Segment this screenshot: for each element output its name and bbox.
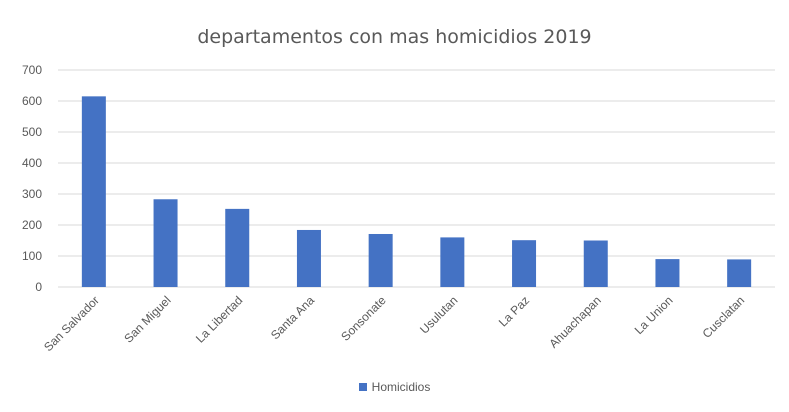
x-tick-label: La Union — [632, 293, 676, 337]
legend-label: Homicidios — [371, 380, 431, 394]
x-tick-label: Santa Ana — [268, 293, 317, 342]
x-tick-label: Ahuachapan — [546, 293, 604, 351]
x-tick-label: La Paz — [496, 293, 532, 329]
bar — [81, 96, 106, 287]
legend: Homicidios — [0, 380, 789, 394]
bar — [512, 240, 537, 287]
x-tick-label: La Libertad — [193, 293, 245, 345]
bar — [296, 229, 321, 287]
y-tick-label: 100 — [22, 249, 42, 263]
y-tick-label: 200 — [22, 218, 42, 232]
y-tick-label: 600 — [22, 94, 42, 108]
chart-title: departamentos con mas homicidios 2019 — [197, 26, 592, 48]
bar — [153, 199, 178, 287]
y-tick-label: 0 — [35, 280, 42, 294]
x-tick-label: Cusclatan — [700, 293, 748, 341]
bar — [225, 208, 250, 287]
x-tick-label: San Salvador — [41, 293, 102, 354]
y-tick-label: 300 — [22, 187, 42, 201]
y-tick-label: 400 — [22, 156, 42, 170]
bar — [440, 237, 465, 287]
y-tick-label: 500 — [22, 125, 42, 139]
bar — [655, 259, 680, 287]
y-tick-label: 700 — [22, 63, 42, 77]
x-tick-label: Usulutan — [417, 293, 460, 336]
bar — [368, 233, 393, 287]
x-tick-label: San Miguel — [121, 293, 173, 345]
bar — [727, 259, 752, 287]
legend-swatch — [358, 383, 367, 391]
bar — [583, 240, 608, 287]
x-tick-label: Sonsonate — [338, 293, 389, 344]
